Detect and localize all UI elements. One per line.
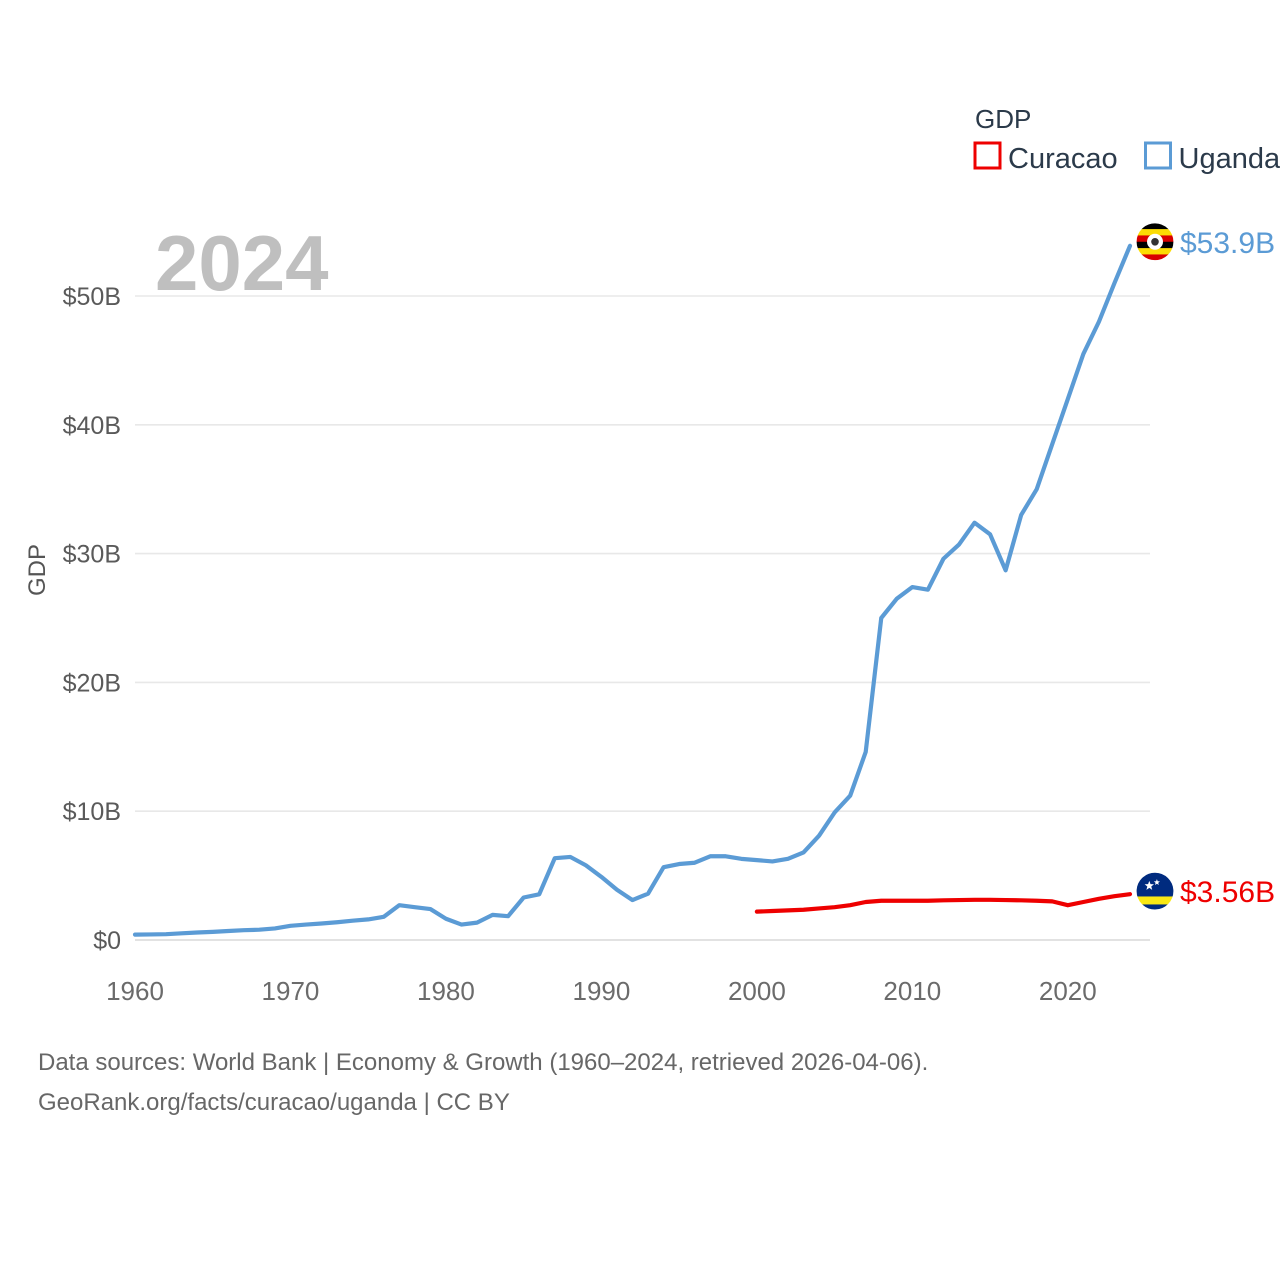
y-tick-label: $0 (93, 927, 121, 955)
end-label-uganda: $53.9B (1180, 227, 1275, 260)
y-tick-label: $10B (63, 798, 121, 826)
x-tick-label: 2000 (728, 976, 786, 1006)
series-line-uganda (132, 243, 1133, 937)
uganda-flag-icon (1135, 222, 1175, 262)
y-tick-label: $20B (63, 669, 121, 697)
series-line-curacao (754, 892, 1133, 914)
footer-line-1: Data sources: World Bank | Economy & Gro… (38, 1049, 928, 1076)
watermark-year: 2024 (155, 219, 329, 307)
footer-line-2: GeoRank.org/facts/curacao/uganda | CC BY (38, 1089, 510, 1116)
x-tick-label: 1980 (417, 976, 475, 1006)
y-tick-label: $40B (63, 412, 121, 440)
legend[interactable]: GDP Curacao Uganda (973, 104, 1280, 175)
legend-swatch-uganda[interactable] (1144, 141, 1172, 170)
legend-title: GDP (975, 104, 1031, 134)
legend-label-curacao[interactable]: Curacao (1008, 143, 1118, 175)
x-tick-label: 2020 (1039, 976, 1097, 1006)
x-axis-ticks: 1960 1970 1980 1990 2000 2010 2020 (106, 976, 1097, 1006)
x-tick-label: 1970 (262, 976, 320, 1006)
x-tick-label: 1990 (572, 976, 630, 1006)
y-axis-title: GDP (24, 544, 51, 596)
y-tick-label: $50B (63, 283, 121, 311)
series-lines (132, 243, 1133, 937)
gridlines (135, 295, 1150, 941)
legend-label-uganda[interactable]: Uganda (1179, 143, 1280, 175)
y-tick-label: $30B (63, 541, 121, 569)
end-label-curacao: $3.56B (1180, 876, 1275, 909)
y-axis-ticks: $0 $10B $20B $30B $40B $50B (63, 283, 121, 955)
curacao-flag-icon (1135, 871, 1175, 911)
x-tick-label: 2010 (883, 976, 941, 1006)
legend-swatch-curacao[interactable] (973, 141, 1002, 170)
x-tick-label: 1960 (106, 976, 164, 1006)
end-labels: $53.9B $3.56B (1135, 222, 1275, 911)
